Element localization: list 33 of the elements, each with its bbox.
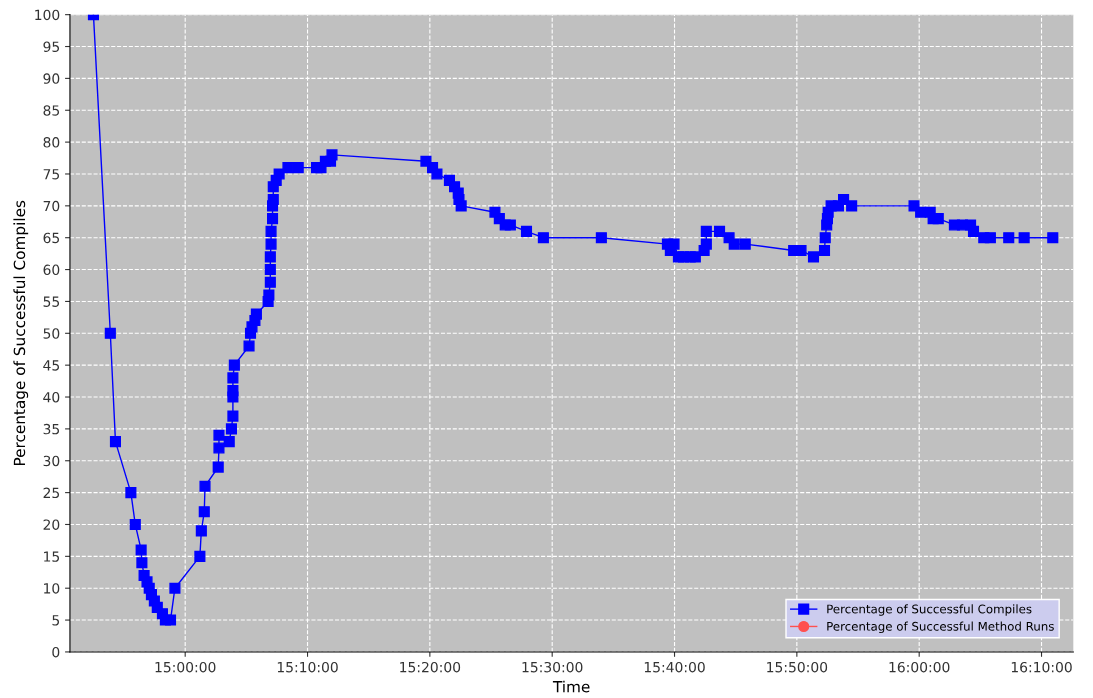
- x-tick-label: 15:10:00: [277, 661, 338, 673]
- x-tick-label: 16:00:00: [889, 661, 950, 673]
- y-axis-title: Percentage of Successful Compiles: [13, 200, 29, 466]
- y-tick-label: 35: [43, 423, 60, 435]
- x-tick-label: 15:50:00: [767, 661, 828, 673]
- y-tick-label: 30: [43, 455, 60, 467]
- y-tick-label: 40: [43, 391, 60, 403]
- legend-label: Percentage of Successful Method Runs: [827, 621, 1054, 634]
- x-axis-title: Time: [552, 680, 590, 693]
- y-tick-label: 55: [43, 296, 60, 307]
- y-tick-label: 65: [43, 232, 60, 244]
- y-tick-label: 95: [43, 41, 60, 52]
- y-tick-label: 90: [43, 73, 60, 84]
- y-tick-label: 80: [43, 137, 60, 148]
- y-tick-label: 0: [52, 646, 60, 658]
- x-tick-label: 15:40:00: [644, 661, 705, 673]
- y-tick-label: 25: [43, 487, 60, 499]
- y-tick-label: 15: [44, 551, 60, 562]
- y-tick-label: 100: [35, 9, 60, 21]
- y-tick-label: 50: [43, 328, 60, 339]
- x-tick-label: 16:10:00: [1011, 661, 1072, 673]
- y-tick-label: 5: [52, 615, 60, 626]
- x-tick-label: 15:00:00: [155, 661, 216, 673]
- x-tick-label: 15:30:00: [522, 661, 583, 673]
- legend-label: Percentage of Successful Compiles: [827, 604, 1032, 616]
- y-tick-label: 10: [44, 583, 60, 594]
- y-tick-label: 60: [43, 264, 60, 276]
- x-tick-label: 15:20:00: [400, 661, 461, 673]
- y-tick-label: 85: [43, 105, 60, 116]
- y-tick-label: 75: [43, 169, 60, 180]
- y-tick-label: 45: [43, 360, 60, 371]
- y-tick-label: 20: [43, 519, 60, 530]
- y-tick-label: 70: [43, 200, 60, 212]
